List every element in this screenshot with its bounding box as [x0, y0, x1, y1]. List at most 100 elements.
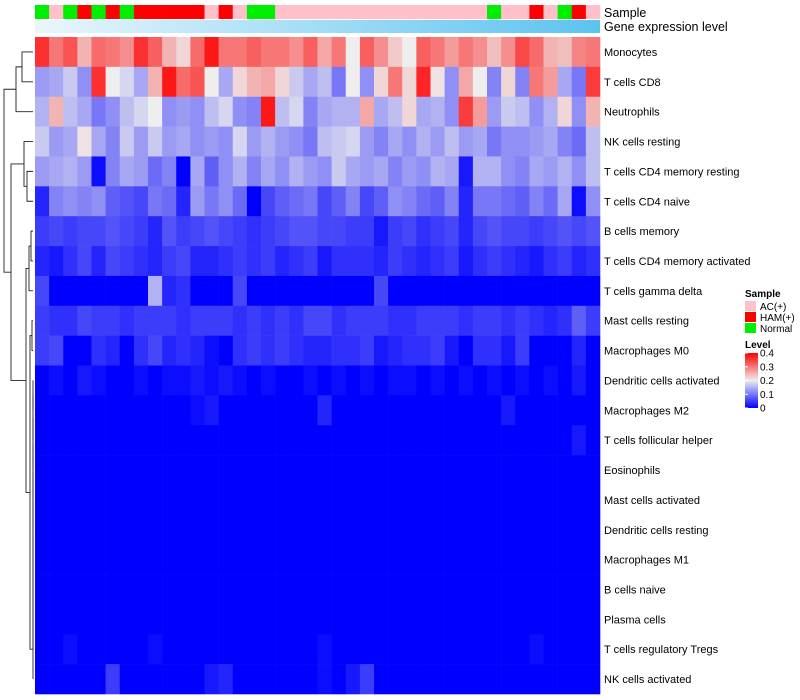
sample-cell [63, 5, 78, 19]
heatmap-cell [345, 275, 361, 307]
heatmap-cell [515, 484, 530, 516]
heatmap-cell [557, 455, 573, 486]
heatmap-cell [345, 96, 361, 127]
heatmap-cell [472, 216, 488, 247]
heatmap-cell [35, 664, 50, 695]
heatmap-cell [458, 484, 474, 516]
heatmap-cell [331, 66, 347, 98]
heatmap-cell [359, 574, 375, 605]
heatmap-cell [529, 37, 544, 68]
heatmap-cell [77, 365, 92, 396]
heatmap-cell [218, 574, 234, 605]
heatmap-cell [345, 305, 361, 336]
heatmap-cell [472, 664, 488, 695]
row-label: NK cells activated [604, 674, 691, 686]
heatmap-cell [289, 574, 304, 605]
heatmap-cell [557, 544, 573, 575]
heatmap-cell [63, 664, 78, 695]
heatmap-cell [345, 634, 361, 665]
heatmap-cell [190, 395, 205, 426]
heatmap-cell [91, 365, 106, 396]
heatmap-cell [261, 544, 276, 575]
heatmap-cell [345, 365, 361, 396]
heatmap-cell [91, 335, 106, 366]
heatmap-cell [148, 395, 163, 426]
heatmap-cell [119, 455, 135, 486]
heatmap-cell [133, 544, 149, 575]
heatmap-cell [317, 305, 332, 336]
heatmap-cell [105, 484, 121, 516]
heatmap-cell [515, 96, 530, 127]
heatmap-cell [374, 425, 389, 456]
heatmap-cell [458, 395, 474, 426]
heatmap-cell [246, 96, 262, 127]
dendrogram-branch [31, 320, 33, 352]
heatmap-cell [162, 96, 177, 127]
heatmap-cell [303, 305, 318, 336]
heatmap-cell [458, 275, 474, 307]
heatmap-cell [402, 305, 417, 336]
heatmap-cell [402, 66, 417, 98]
heatmap-cell [515, 66, 530, 98]
heatmap-cell [35, 634, 50, 665]
heatmap-cell [35, 275, 50, 307]
heatmap-cell [402, 216, 417, 247]
sample-cell [49, 5, 64, 19]
heatmap-cell [204, 96, 219, 127]
heatmap-cell [119, 37, 135, 68]
heatmap-cell [204, 574, 219, 605]
heatmap-cell [261, 275, 276, 307]
heatmap-cell [501, 216, 516, 247]
heatmap-cell [571, 484, 587, 516]
heatmap-cell [374, 246, 389, 277]
heatmap-cell [557, 126, 573, 157]
legend-level-tick-label: 0 [760, 404, 766, 415]
heatmap-cell [402, 275, 417, 307]
heatmap-cell [402, 425, 417, 456]
heatmap-cell [218, 335, 234, 366]
heatmap-cell [430, 365, 445, 396]
heatmap-cell [77, 96, 92, 127]
heatmap-cell [133, 126, 149, 157]
heatmap-cell [458, 186, 474, 217]
heatmap-cell [472, 66, 488, 98]
heatmap-cell [515, 425, 530, 456]
heatmap-cell [289, 216, 304, 247]
heatmap-cell [176, 664, 191, 695]
heatmap-cell [204, 395, 219, 426]
heatmap-cell [91, 484, 106, 516]
heatmap-cell [77, 275, 92, 307]
heatmap-cell [416, 216, 431, 247]
heatmap-cell [303, 484, 318, 516]
heatmap-cell [148, 604, 163, 635]
heatmap-cell [275, 305, 290, 336]
heatmap-cell [232, 395, 248, 426]
sample-cell [444, 5, 460, 19]
heatmap-cell [49, 365, 64, 396]
heatmap-cell [176, 544, 191, 575]
heatmap-cell [162, 395, 177, 426]
heatmap-cell [162, 425, 177, 456]
heatmap-cell [515, 544, 530, 575]
heatmap-cell [261, 37, 276, 68]
heatmap-cell [515, 574, 530, 605]
heatmap-cell [515, 246, 530, 277]
heatmap-cell [515, 216, 530, 247]
heatmap-cell [543, 96, 558, 127]
heatmap-cell [359, 514, 375, 545]
heatmap-cell [303, 246, 318, 277]
heatmap-cell [63, 395, 78, 426]
row-label: T cells gamma delta [604, 286, 703, 298]
heatmap-cell [232, 156, 248, 187]
heatmap-cell [148, 126, 163, 157]
legend-level-tick-label: 0.2 [760, 376, 774, 387]
heatmap-cell [501, 484, 516, 516]
heatmap-cell [458, 66, 474, 98]
heatmap-cell [148, 514, 163, 545]
dendrogram-branch [30, 230, 33, 262]
heatmap-cell [105, 96, 121, 127]
heatmap-cell [148, 664, 163, 695]
heatmap-cell [571, 37, 587, 68]
heatmap-cell [571, 664, 587, 695]
